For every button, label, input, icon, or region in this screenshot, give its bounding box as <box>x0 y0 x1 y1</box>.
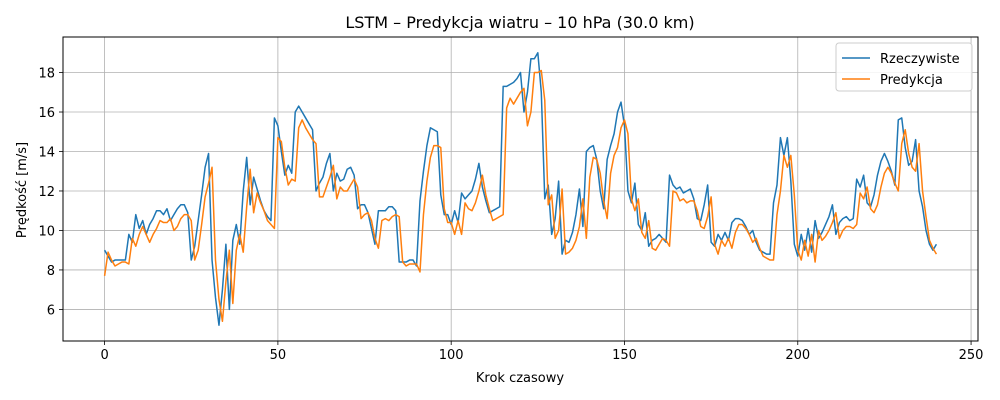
y-tick-label: 14 <box>38 145 55 160</box>
series-line-2 <box>103 69 938 323</box>
chart-title: LSTM – Predykcja wiatru – 10 hPa (30.0 k… <box>345 13 694 32</box>
y-tick-label: 8 <box>47 264 55 279</box>
legend-label-2: Predykcja <box>880 73 943 88</box>
x-tick-label: 200 <box>785 348 810 363</box>
series-line-1 <box>103 52 938 326</box>
y-tick-label: 12 <box>38 185 55 200</box>
x-tick-label: 100 <box>439 348 464 363</box>
x-axis-ticks: 0 50 100 150 200 250 <box>100 341 983 363</box>
x-tick-label: 0 <box>100 348 108 363</box>
y-axis-label: Prędkość [m/s] <box>15 142 30 238</box>
x-tick-label: 150 <box>612 348 637 363</box>
x-tick-label: 50 <box>270 348 287 363</box>
series-layer <box>103 52 938 326</box>
x-tick-label: 250 <box>959 348 984 363</box>
x-axis-label: Krok czasowy <box>476 371 564 386</box>
y-axis-ticks: 6 8 10 12 14 16 18 <box>38 67 63 318</box>
legend: Rzeczywiste Predykcja <box>835 42 973 92</box>
y-tick-label: 16 <box>38 106 55 121</box>
plot-frame <box>62 36 979 342</box>
y-tick-label: 18 <box>38 67 55 82</box>
y-tick-label: 10 <box>38 224 55 239</box>
legend-label-1: Rzeczywiste <box>880 52 960 67</box>
y-tick-label: 6 <box>47 303 55 318</box>
